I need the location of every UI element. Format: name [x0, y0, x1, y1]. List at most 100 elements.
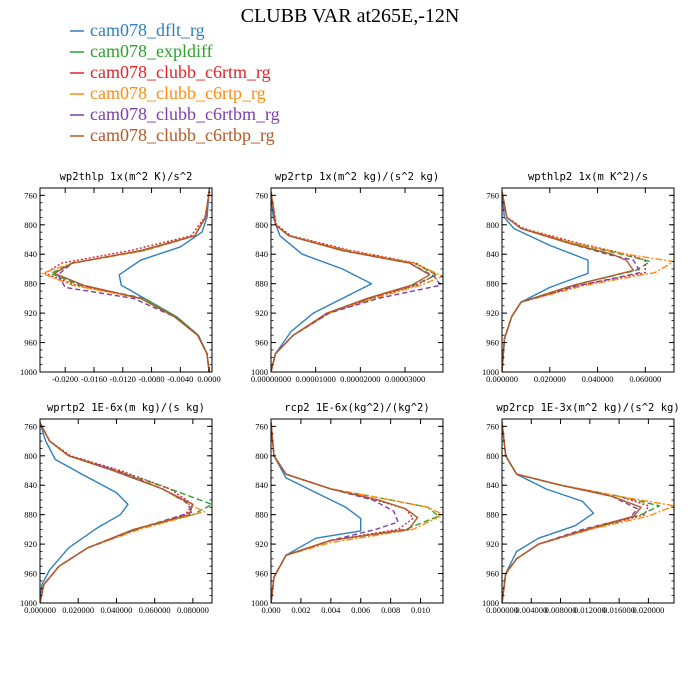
- series-line: [502, 422, 674, 603]
- y-tick-label: 800: [24, 220, 37, 230]
- chart-panel: wp2rcp 1E-3x(m^2 kg)/(s^2 kg) 760 800 840 88…: [482, 402, 680, 615]
- x-tick-label: 0.00001000: [295, 374, 335, 384]
- y-tick-label: 960: [486, 569, 499, 579]
- x-tick-label: 0.004: [321, 605, 341, 615]
- y-tick-label: 840: [486, 249, 499, 259]
- y-tick-label: 920: [486, 308, 499, 318]
- chart-panel: wprtp2 1E-6x(m kg)/(s kg) 760 800 840 880 920…: [20, 402, 213, 615]
- x-tick-label: 0.00002000: [340, 374, 380, 384]
- y-tick-label: 760: [255, 190, 268, 200]
- x-tick-label: -0.0120: [110, 374, 136, 384]
- series-line: [502, 422, 650, 603]
- y-tick-label: 880: [24, 279, 37, 289]
- y-tick-label: 920: [255, 308, 268, 318]
- y-tick-label: 800: [486, 220, 499, 230]
- series-line: [271, 422, 443, 603]
- y-tick-label: 760: [24, 190, 37, 200]
- legend-label: cam078_dflt_rg: [90, 20, 205, 40]
- series-group: [502, 422, 674, 603]
- y-tick-label: 960: [24, 569, 37, 579]
- series-line: [271, 422, 419, 603]
- y-tick-label: 960: [255, 338, 268, 348]
- legend-label: cam078_clubb_c6rtp_rg: [90, 83, 266, 103]
- series-line: [271, 422, 399, 603]
- x-tick-label: 0.00000000: [251, 374, 291, 384]
- x-tick-label: 0.020000: [62, 605, 94, 615]
- series-line: [40, 422, 194, 603]
- series-line: [502, 422, 639, 603]
- y-tick-label: 920: [24, 308, 37, 318]
- y-tick-label: 920: [255, 539, 268, 549]
- x-tick-label: 0.000000: [486, 374, 518, 384]
- y-tick-label: 1000: [482, 598, 499, 608]
- panel-title: wp2rcp 1E-3x(m^2 kg)/(s^2 kg): [496, 402, 679, 414]
- series-line: [271, 191, 373, 372]
- chart-panel: rcp2 1E-6x(kg^2)/(kg^2) 760 800 840 880 920 96…: [251, 402, 444, 615]
- plot-frame: [501, 187, 675, 373]
- panel-title: wp2thlp 1x(m^2 K)/s^2: [60, 171, 193, 183]
- series-line: [502, 422, 642, 603]
- y-tick-label: 880: [255, 510, 268, 520]
- legend-label: cam078_clubb_c6rtm_rg: [90, 62, 271, 82]
- x-tick-label: 0.002: [291, 605, 310, 615]
- series-group: [502, 191, 674, 372]
- panel-title: wprtp2 1E-6x(m kg)/(s kg): [47, 402, 205, 414]
- y-tick-label: 840: [24, 480, 37, 490]
- series-line: [40, 422, 129, 603]
- series-line: [502, 191, 635, 372]
- y-tick-label: 960: [24, 338, 37, 348]
- x-tick-label: 0.000000: [24, 605, 56, 615]
- y-tick-label: 960: [255, 569, 268, 579]
- y-tick-label: 880: [24, 510, 37, 520]
- series-line: [57, 191, 210, 372]
- legend-label: cam078_expldiff: [90, 41, 213, 61]
- x-tick-label: 0.006: [351, 605, 370, 615]
- series-line: [271, 191, 437, 372]
- series-line: [53, 191, 210, 372]
- x-tick-label: 0.040000: [582, 374, 614, 384]
- series-line: [271, 422, 414, 603]
- series-group: [271, 191, 443, 372]
- x-tick-label: 0.00003000: [385, 374, 425, 384]
- x-tick-label: 0.020000: [632, 605, 664, 615]
- series-line: [502, 422, 595, 603]
- legend-label: cam078_clubb_c6rtbm_rg: [90, 104, 280, 124]
- series-line: [271, 191, 431, 372]
- series-group: [271, 422, 443, 603]
- x-tick-label: 0.080000: [177, 605, 209, 615]
- series-line: [502, 422, 661, 603]
- y-tick-label: 760: [486, 421, 499, 431]
- x-tick-label: 0.0000: [197, 374, 220, 384]
- series-line: [271, 191, 443, 372]
- chart-panel: wp2thlp 1x(m^2 K)/s^2 760 800 840 880 920 960 1…: [20, 171, 221, 384]
- series-group: [40, 422, 212, 603]
- y-tick-label: 760: [486, 190, 499, 200]
- chart-panel: wpthlp2 1x(m K^2)/s 760 800 840 880 920 960 100…: [482, 171, 675, 384]
- series-line: [502, 191, 646, 372]
- x-tick-label: 0.010: [411, 605, 430, 615]
- series-line: [502, 191, 642, 372]
- y-tick-label: 920: [24, 539, 37, 549]
- y-tick-label: 1000: [20, 598, 37, 608]
- x-tick-label: -0.0200: [52, 374, 78, 384]
- x-tick-label: 0.060000: [139, 605, 171, 615]
- x-tick-label: -0.0040: [167, 374, 193, 384]
- series-line: [502, 191, 589, 372]
- series-line: [271, 422, 362, 603]
- y-tick-label: 840: [255, 480, 268, 490]
- y-tick-label: 880: [486, 279, 499, 289]
- series-line: [502, 191, 651, 372]
- x-tick-label: 0.020000: [534, 374, 566, 384]
- x-tick-label: 0.016000: [603, 605, 635, 615]
- y-tick-label: 960: [486, 338, 499, 348]
- x-tick-label: 0.012000: [574, 605, 606, 615]
- panels: wp2thlp 1x(m^2 K)/s^2 760 800 840 880 920 960 1…: [20, 171, 680, 615]
- plot-frame: [39, 418, 213, 604]
- x-tick-label: 0.004000: [515, 605, 547, 615]
- y-tick-label: 840: [486, 480, 499, 490]
- x-tick-label: 0.040000: [101, 605, 133, 615]
- x-tick-label: 0.008000: [545, 605, 577, 615]
- y-tick-label: 800: [255, 220, 268, 230]
- x-tick-label: -0.0160: [81, 374, 107, 384]
